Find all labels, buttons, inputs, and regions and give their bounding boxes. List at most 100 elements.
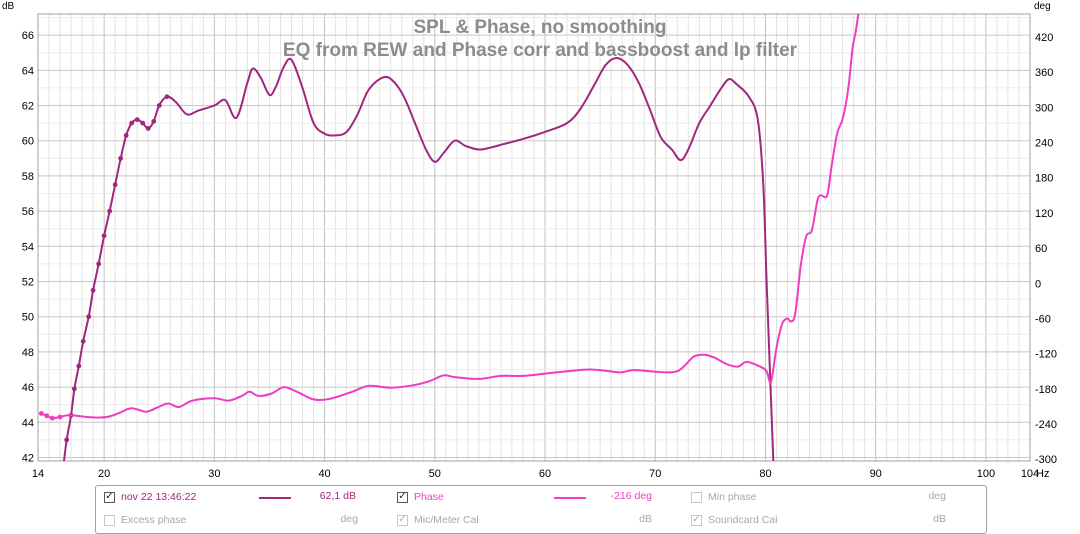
data-point [80,338,86,344]
data-point [71,386,77,392]
soundcard-cal-unit: dB [933,513,946,525]
x-tick-label: 40 [318,468,330,480]
y-left-tick-label: 56 [22,206,34,218]
data-point [101,233,107,239]
data-point [156,103,162,108]
mic-cal-checkbox[interactable]: ✓ [397,514,408,526]
data-point [140,120,146,126]
min-phase-unit: deg [928,490,946,502]
data-point [145,125,151,131]
y-right-tick-label: 240 [1035,137,1053,149]
legend-item-excess-phase[interactable]: Excess phase [104,512,186,528]
y-left-tick-label: 44 [22,417,34,429]
y-right-tick-label: -300 [1035,454,1057,466]
y-right-tick-label: 60 [1035,243,1047,255]
data-point [49,415,55,421]
data-point [112,182,118,188]
legend-item-mic-cal[interactable]: ✓ Mic/Meter Cal [397,512,479,528]
data-point [61,464,66,469]
legend-label: Mic/Meter Cal [414,514,479,526]
data-point [164,94,170,100]
y-left-tick-label: 60 [22,136,34,148]
x-tick-label: 60 [539,468,551,480]
excess-phase-unit: deg [340,513,358,525]
x-tick-label: 20 [98,468,110,480]
data-point [123,133,129,138]
legend-label: Min phase [708,491,757,503]
data-point [57,414,63,420]
data-point [118,155,124,161]
plot-frame [37,13,1031,462]
min-phase-checkbox[interactable] [691,491,702,503]
chart-grid [38,14,1030,461]
y-right-tick-label: 420 [1035,32,1053,44]
legend-panel: ✓ nov 22 13:46:22 62,1 dB ✓ Phase -216 d… [95,485,987,534]
legend-item-min-phase[interactable]: Min phase [691,489,756,505]
legend-item-soundcard-cal[interactable]: ✓ Soundcard Cal [691,512,777,528]
data-point [38,411,44,416]
mic-cal-unit: dB [639,513,652,525]
y-left-tick-label: 58 [22,171,34,183]
data-point [86,314,92,320]
y-left-tick-label: 48 [22,347,34,359]
phase-checkbox[interactable]: ✓ [397,491,408,503]
y-left-tick-label: 50 [22,312,34,324]
phase-swatch [554,497,586,499]
x-unit-label: Hz [1036,468,1049,480]
phase-value: -216 deg [610,490,652,502]
legend-label: nov 22 13:46:22 [121,491,197,503]
y-right-tick-label: 180 [1035,173,1053,185]
series-line [40,14,860,420]
y-right-tick-label: 300 [1035,102,1053,114]
data-point [96,261,102,267]
legend-label: Phase [414,491,444,503]
y-right-tick-label: -180 [1035,384,1057,396]
series-1 [38,14,860,421]
y-left-tick-label: 52 [22,276,34,288]
legend-item-phase[interactable]: ✓ Phase [397,489,444,505]
measurement-value: 62,1 dB [319,490,356,502]
x-tick-label: 30 [208,468,220,480]
legend-item-measurement[interactable]: ✓ nov 22 13:46:22 [104,489,196,505]
x-tick-label: 14 [32,468,44,480]
y-right-tick-label: 0 [1035,278,1041,290]
y-left-tick-label: 54 [22,241,34,253]
y-right-tick-label: 120 [1035,208,1053,220]
x-tick-label: 100 [977,468,995,480]
y-left-tick-label: 42 [22,452,34,464]
y-left-tick-label: 64 [22,65,34,77]
y-right-tick-label: -60 [1035,313,1051,325]
chart-title: SPL & Phase, no smoothing [413,17,666,38]
y-left-tick-label: 66 [22,30,34,42]
chart-subtitle: EQ from REW and Phase corr and bassboost… [283,40,798,61]
series-layer [38,14,860,469]
axis-tick-labels: 14 20 30 40 50 60 70 80 90 100 104 42 44 46 48 50 52 54 56… [22,30,1057,480]
y-right-tick-label: -240 [1035,419,1057,431]
data-point [44,413,50,419]
soundcard-cal-checkbox[interactable]: ✓ [691,514,702,526]
data-point [64,437,70,443]
excess-phase-checkbox[interactable] [104,514,115,526]
x-tick-label: 80 [759,468,771,480]
data-point [90,287,96,293]
legend-label: Soundcard Cal [708,514,778,526]
data-point [134,117,140,122]
spl-phase-chart: SPL & Phase, no smoothing EQ from REW an… [2,1,1057,480]
legend-label: Excess phase [121,514,187,526]
y-right-tick-label: 360 [1035,67,1053,79]
x-tick-label: 50 [429,468,441,480]
x-tick-label: 104 [1021,468,1039,480]
y-left-unit-label: dB [2,1,15,12]
series-0 [61,57,775,469]
x-tick-label: 90 [870,468,882,480]
data-point [76,363,82,369]
y-left-tick-label: 46 [22,382,34,394]
y-right-tick-label: -120 [1035,349,1057,361]
x-tick-label: 70 [649,468,661,480]
measurement-swatch [259,497,291,499]
data-point [107,208,113,214]
measurement-checkbox[interactable]: ✓ [104,491,115,503]
data-point [151,118,157,124]
data-point [129,120,135,126]
y-left-tick-label: 62 [22,101,34,113]
